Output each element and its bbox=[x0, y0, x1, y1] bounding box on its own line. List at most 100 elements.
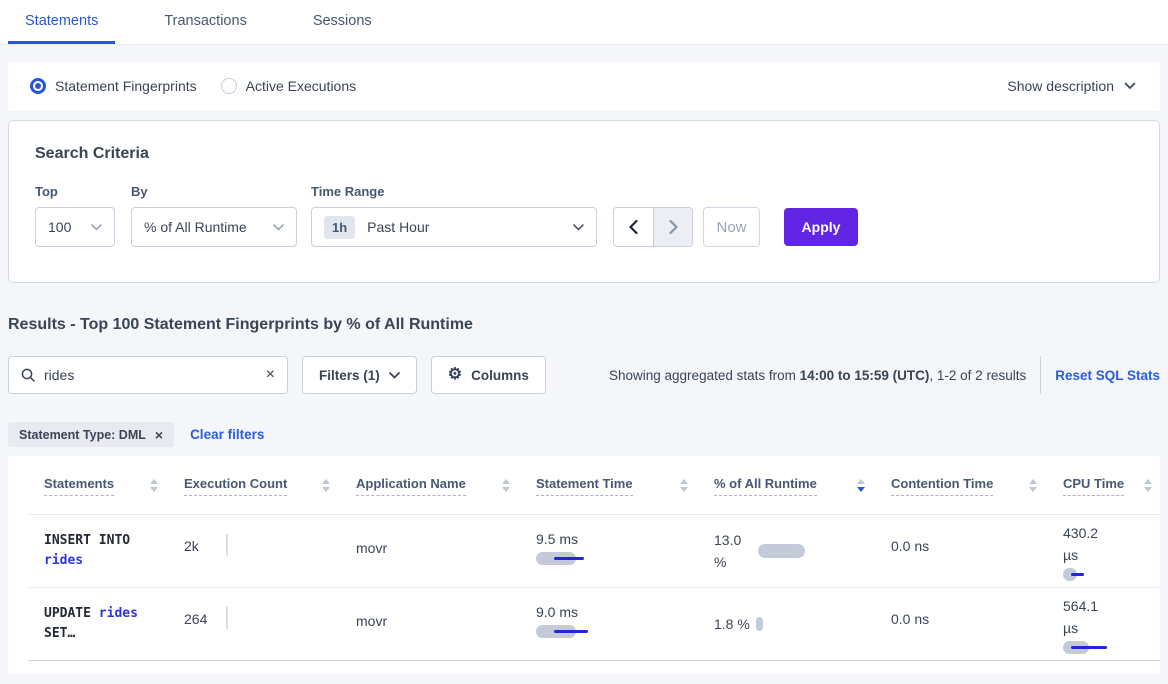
sort-icon[interactable] bbox=[1136, 479, 1152, 492]
column-header-pct-runtime: % of All Runtime bbox=[714, 476, 891, 514]
column-header-label[interactable]: Execution Count bbox=[184, 476, 288, 496]
sort-icon[interactable] bbox=[314, 479, 330, 492]
time-range-select[interactable]: 1h Past Hour bbox=[311, 207, 597, 247]
cpu-time-cell: 430.2 µs bbox=[1063, 514, 1160, 587]
by-field: By % of All Runtime bbox=[131, 184, 297, 247]
results-controls: × Filters (1) ⚙ Columns Showing aggregat… bbox=[8, 356, 1160, 394]
table-header-row: Statements Execution Count Application N… bbox=[8, 456, 1160, 514]
execution-count-value: 264 bbox=[184, 611, 208, 627]
sort-icon[interactable] bbox=[672, 479, 688, 492]
column-header-cpu-time: CPU Time bbox=[1063, 476, 1160, 514]
application-name-cell: movr bbox=[356, 540, 388, 556]
show-description-label: Show description bbox=[1007, 78, 1114, 94]
table-bottom-divider bbox=[28, 660, 1160, 675]
by-select-value: % of All Runtime bbox=[144, 219, 247, 235]
execution-count-cell: 264 bbox=[184, 587, 356, 660]
filters-button[interactable]: Filters (1) bbox=[302, 356, 417, 394]
top-field: Top 100 bbox=[35, 184, 115, 247]
pct-runtime-cell: 1.8 % bbox=[714, 587, 891, 660]
column-header-execution-count: Execution Count bbox=[184, 476, 356, 514]
clear-filters-link[interactable]: Clear filters bbox=[190, 427, 265, 442]
tab-sessions[interactable]: Sessions bbox=[312, 13, 372, 29]
statement-fingerprint-link[interactable]: rides bbox=[44, 553, 84, 568]
table-row: INSERT INTO rides 2k movr 9.5 ms 13.0 % … bbox=[8, 514, 1160, 587]
chevron-down-icon bbox=[388, 371, 400, 379]
gear-icon: ⚙ bbox=[447, 366, 463, 383]
radio-unselected-icon[interactable] bbox=[220, 78, 237, 94]
view-toggle-bar: Statement Fingerprints Active Executions… bbox=[8, 62, 1160, 110]
chevron-down-icon bbox=[1124, 82, 1136, 90]
table-row: UPDATE rides SET… 264 movr 9.0 ms 1.8 % … bbox=[8, 587, 1160, 660]
previous-time-button[interactable] bbox=[614, 208, 653, 246]
filter-pill-label: Statement Type: DML bbox=[19, 427, 146, 442]
sort-icon[interactable] bbox=[494, 479, 510, 492]
statement-time-bar bbox=[536, 552, 596, 565]
cpu-time-value: 564.1 µs bbox=[1063, 598, 1099, 636]
filter-pill-statement-type: Statement Type: DML × bbox=[8, 422, 175, 447]
top-label: Top bbox=[35, 184, 58, 199]
column-header-label[interactable]: Statement Time bbox=[536, 476, 633, 496]
column-header-label[interactable]: CPU Time bbox=[1063, 476, 1125, 496]
show-description-toggle[interactable]: Show description bbox=[1007, 78, 1136, 94]
search-input[interactable] bbox=[44, 367, 266, 383]
statement-cell: INSERT INTO rides bbox=[44, 533, 131, 568]
statement-time-bar bbox=[536, 625, 596, 638]
remove-filter-icon[interactable]: × bbox=[154, 426, 164, 443]
sort-icon[interactable] bbox=[1021, 479, 1037, 492]
top-select-value: 100 bbox=[48, 219, 72, 235]
chevron-down-icon bbox=[91, 223, 102, 231]
search-criteria-card: Search Criteria Top 100 By % of All Runt… bbox=[8, 120, 1160, 283]
sort-icon-active-desc[interactable] bbox=[849, 479, 865, 492]
statement-fingerprint-link[interactable]: rides bbox=[98, 606, 138, 621]
cpu-time-cell: 564.1 µs bbox=[1063, 587, 1160, 660]
column-header-label[interactable]: % of All Runtime bbox=[714, 476, 817, 496]
column-header-label[interactable]: Contention Time bbox=[891, 476, 994, 496]
clear-search-icon[interactable]: × bbox=[265, 366, 275, 383]
apply-button[interactable]: Apply bbox=[784, 208, 858, 246]
reset-sql-stats-link[interactable]: Reset SQL Stats bbox=[1055, 367, 1160, 383]
column-header-contention-time: Contention Time bbox=[891, 476, 1063, 514]
radio-selected-icon[interactable] bbox=[30, 78, 46, 94]
execution-count-value: 2k bbox=[184, 538, 199, 554]
next-time-button[interactable] bbox=[653, 208, 692, 246]
columns-button[interactable]: ⚙ Columns bbox=[430, 356, 546, 394]
radio-statement-fingerprints-label: Statement Fingerprints bbox=[55, 78, 197, 94]
contention-time-cell: 0.0 ns bbox=[891, 538, 930, 554]
statement-time-value: 9.5 ms bbox=[536, 531, 579, 547]
pct-runtime-value: 13.0 % bbox=[714, 531, 742, 570]
filter-pill-row: Statement Type: DML × Clear filters bbox=[8, 422, 1160, 447]
by-select[interactable]: % of All Runtime bbox=[131, 207, 297, 247]
search-icon bbox=[21, 368, 35, 382]
statement-cell: UPDATE rides SET… bbox=[44, 606, 138, 641]
time-range-value: Past Hour bbox=[367, 219, 430, 235]
column-header-statement-time: Statement Time bbox=[536, 476, 714, 514]
showing-stats-range: 14:00 to 15:59 (UTC) bbox=[799, 367, 930, 383]
cpu-time-bar bbox=[1063, 641, 1123, 654]
top-select[interactable]: 100 bbox=[35, 207, 115, 247]
top-tab-bar: Statements Transactions Sessions bbox=[0, 0, 1168, 45]
tab-statements[interactable]: Statements bbox=[8, 0, 116, 44]
time-range-field: Time Range 1h Past Hour bbox=[311, 184, 597, 247]
pct-runtime-value: 1.8 % bbox=[714, 615, 750, 632]
showing-stats-text: Showing aggregated stats from 14:00 to 1… bbox=[609, 367, 1027, 383]
time-range-label: Time Range bbox=[311, 184, 385, 199]
chevron-down-icon bbox=[573, 223, 584, 231]
search-criteria-form: Top 100 By % of All Runtime Time Range 1… bbox=[35, 184, 1133, 247]
tab-transactions[interactable]: Transactions bbox=[164, 13, 247, 29]
pct-runtime-cell: 13.0 % bbox=[714, 514, 891, 587]
radio-statement-fingerprints[interactable]: Statement Fingerprints bbox=[30, 78, 197, 94]
now-button[interactable]: Now bbox=[703, 207, 760, 247]
column-header-label[interactable]: Statements bbox=[44, 476, 115, 496]
statement-search-box[interactable]: × bbox=[8, 356, 288, 394]
contention-time-cell: 0.0 ns bbox=[891, 611, 930, 627]
execution-count-bar bbox=[226, 534, 228, 556]
statement-time-value: 9.0 ms bbox=[536, 604, 579, 620]
column-header-statements: Statements bbox=[8, 476, 184, 514]
radio-active-executions[interactable]: Active Executions bbox=[220, 78, 356, 94]
column-header-label[interactable]: Application Name bbox=[356, 476, 466, 496]
by-label: By bbox=[131, 184, 148, 199]
results-table: Statements Execution Count Application N… bbox=[8, 456, 1160, 674]
column-header-application-name: Application Name bbox=[356, 476, 536, 514]
cpu-time-value: 430.2 µs bbox=[1063, 525, 1099, 563]
sort-icon[interactable] bbox=[142, 479, 158, 492]
